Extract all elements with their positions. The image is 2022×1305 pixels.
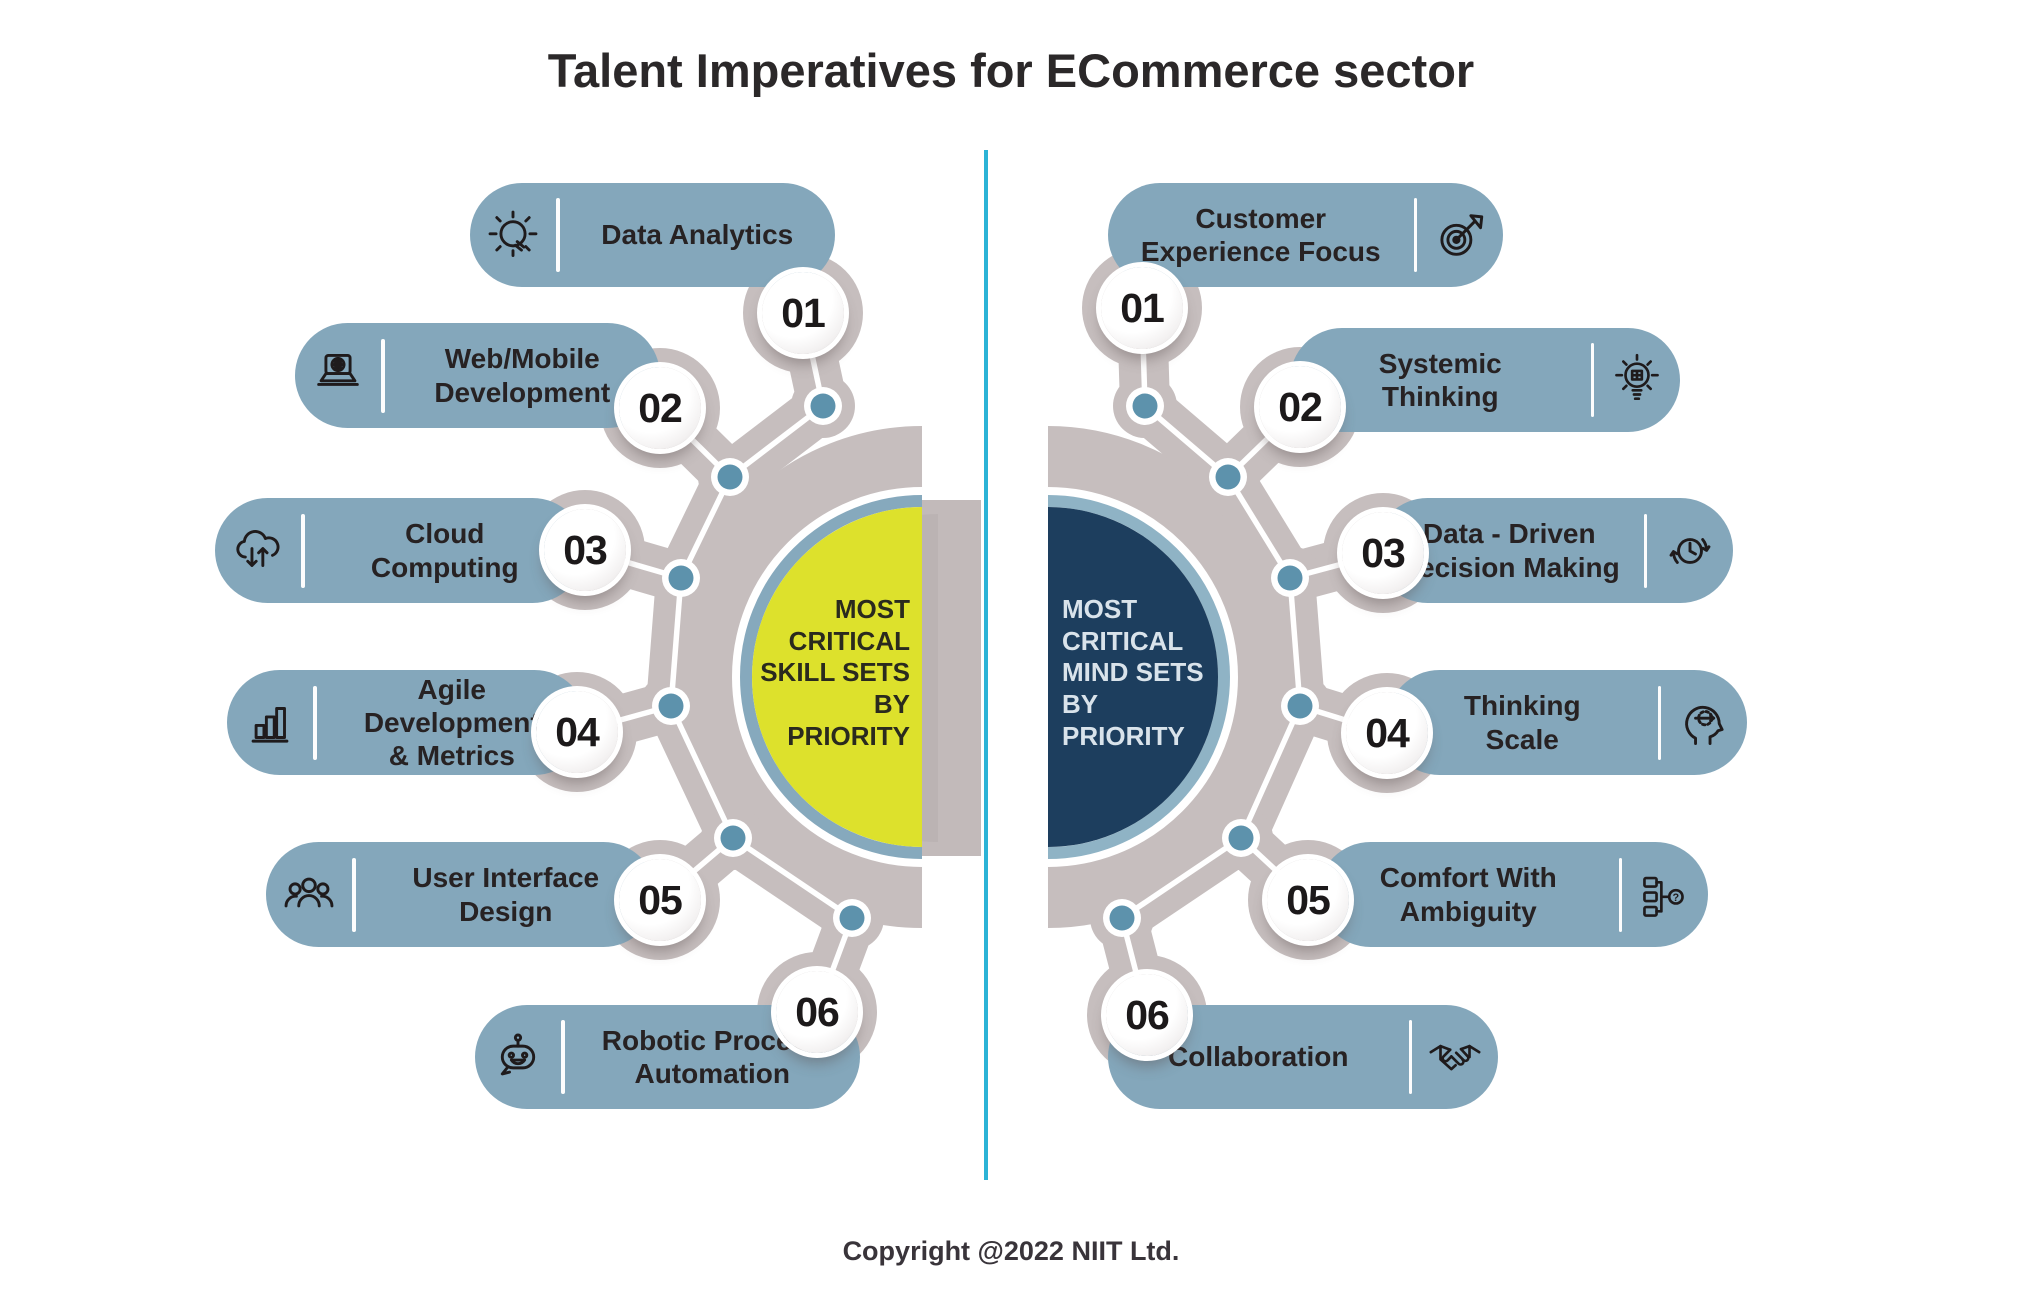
pill-divider — [561, 1020, 565, 1094]
pill-divider — [1657, 685, 1661, 760]
pill-divider — [556, 198, 560, 272]
clock-cycle-icon — [1669, 537, 1711, 564]
priority-number-badge: 01 — [762, 272, 844, 354]
priority-number-badge: 01 — [1101, 267, 1183, 349]
topic-pill: Agile Development & Metrics — [227, 670, 587, 775]
skill-item-05: User Interface Design 05 — [266, 842, 701, 947]
idea-bulb-icon — [488, 210, 538, 257]
laptop-web-icon — [317, 353, 359, 386]
skill-item-04: Agile Development & Metrics 04 — [227, 670, 618, 775]
priority-number-badge: 04 — [1346, 692, 1428, 774]
topic-label: Comfort With Ambiguity — [1379, 862, 1557, 927]
topic-label: User Interface Design — [412, 862, 600, 927]
priority-number-badge: 02 — [1259, 366, 1341, 448]
topic-pill: Web/Mobile Development — [295, 323, 660, 428]
cloud-transfer-icon — [236, 529, 280, 567]
copyright-text: Copyright @2022 NIIT Ltd. — [842, 1236, 1180, 1266]
topic-pill: Customer Experience Focus — [1108, 183, 1503, 287]
topic-pill: User Interface Design — [266, 842, 656, 947]
pill-divider — [1618, 857, 1622, 932]
priority-number-badge: 06 — [776, 971, 858, 1053]
pill-divider — [381, 338, 385, 413]
pill-divider — [352, 857, 356, 932]
priority-number-badge: 04 — [536, 691, 618, 773]
topic-pill: Cloud Computing — [215, 498, 585, 603]
mindset-item-03: Data - Driven Decision Making 03 — [1342, 498, 1733, 603]
mindset-item-06: Collaboration 06 — [1106, 974, 1498, 1109]
topic-pill: Comfort With Ambiguity — [1318, 842, 1708, 947]
priority-number-badge: 02 — [619, 367, 701, 449]
topic-label: Web/Mobile Development — [434, 343, 611, 408]
skill-item-01: Data Analytics 01 — [470, 183, 844, 354]
team-icon — [284, 877, 334, 907]
center-divider-line — [984, 150, 988, 1180]
skill-item-03: Cloud Computing 03 — [215, 498, 626, 603]
topic-label: Data Analytics — [601, 219, 794, 251]
page-title: Talent Imperatives for ECommerce sector — [547, 44, 1475, 98]
priority-number-badge: 05 — [619, 859, 701, 941]
topic-label: Agile Development & Metrics — [363, 673, 540, 772]
robot-icon — [500, 1033, 536, 1076]
priority-number-badge: 03 — [544, 509, 626, 591]
left-center-label: MOST CRITICAL SKILL SETS BY PRIORITY — [760, 594, 910, 751]
skill-item-02: Web/Mobile Development 02 — [295, 323, 701, 449]
connector-dots — [652, 387, 1319, 937]
priority-number-badge: 05 — [1267, 859, 1349, 941]
topic-label: Customer Experience Focus — [1140, 202, 1381, 267]
bulb-puzzle-icon — [1615, 353, 1659, 401]
pill-divider — [301, 513, 305, 588]
mindset-item-04: Thinking Scale 04 — [1346, 670, 1747, 775]
right-center-label: MOST CRITICAL MIND SETS BY PRIORITY — [1062, 594, 1204, 751]
topic-pill: Systemic Thinking — [1290, 328, 1680, 432]
priority-number-badge: 06 — [1106, 974, 1188, 1056]
flow-question-icon — [1643, 876, 1684, 917]
pill-divider — [1408, 1020, 1412, 1094]
topic-label: Cloud Computing — [370, 518, 519, 583]
bar-chart-icon — [251, 706, 289, 743]
handshake-icon — [1429, 1044, 1481, 1071]
topic-pill: Data Analytics — [470, 183, 835, 287]
pill-divider — [1590, 343, 1594, 417]
pill-divider — [1643, 513, 1647, 588]
topic-label: Thinking Scale — [1463, 690, 1581, 755]
target-arrow-icon — [1440, 214, 1484, 256]
topic-pill: Thinking Scale — [1387, 670, 1747, 775]
topic-pill: Data - Driven Decision Making — [1375, 498, 1733, 603]
mindset-item-02: Systemic Thinking 02 — [1259, 328, 1680, 448]
priority-number-badge: 03 — [1342, 512, 1424, 594]
pill-divider — [313, 685, 317, 760]
pill-divider — [1413, 198, 1417, 272]
mindset-item-01: Customer Experience Focus 01 — [1101, 183, 1503, 349]
mindset-item-05: Comfort With Ambiguity 05 — [1267, 842, 1708, 947]
skill-item-06: Robotic Process Automation 06 — [475, 971, 860, 1109]
topic-label: Systemic Thinking — [1378, 347, 1502, 412]
head-think-icon — [1685, 705, 1724, 745]
topic-label: Collaboration — [1168, 1041, 1349, 1073]
